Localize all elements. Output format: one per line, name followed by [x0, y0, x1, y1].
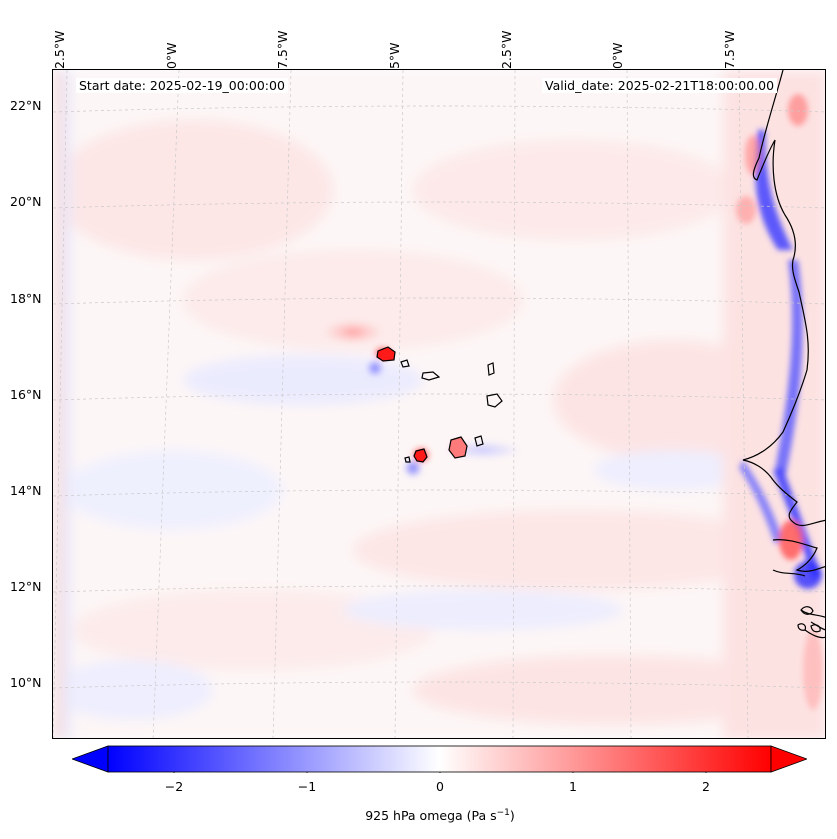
colorbar-tick-1: 1 — [569, 779, 577, 794]
colorbar-tick-neg2: −2 — [164, 779, 184, 794]
colorbar-label-superscript: −1 — [496, 808, 510, 818]
lat-label-20n: 20°N — [10, 194, 42, 209]
colorbar-label-text: 925 hPa omega (Pa s — [365, 808, 497, 824]
island-sal — [487, 362, 495, 376]
colorbar-tick-2: 2 — [702, 779, 710, 794]
background-omega-field — [53, 70, 825, 738]
omega-field-map — [53, 70, 825, 738]
island-maio — [474, 435, 484, 447]
island-fogo — [413, 448, 428, 463]
lat-label-14n: 14°N — [10, 483, 42, 498]
lat-label-12n: 12°N — [10, 579, 42, 594]
lat-label-16n: 16°N — [10, 387, 42, 402]
start-date-label: Start date: 2025-02-19_00:00:00 — [76, 78, 288, 93]
colorbar-low-extend — [72, 745, 109, 773]
lat-label-22n: 22°N — [10, 98, 42, 113]
colorbar — [72, 745, 807, 773]
island-santo-antao — [376, 346, 396, 362]
island-sao-nicolau — [421, 371, 441, 381]
island-sao-vicente — [400, 359, 410, 368]
island-bijagos-2 — [810, 624, 821, 633]
lat-label-10n: 10°N — [10, 675, 42, 690]
island-brava — [404, 456, 411, 463]
colorbar-tick-neg1: −1 — [297, 779, 317, 794]
colorbar-gradient — [107, 745, 772, 773]
colorbar-label-close: ) — [509, 808, 515, 824]
colorbar-tick-marks — [173, 772, 707, 773]
coastlines — [376, 70, 825, 639]
lat-label-18n: 18°N — [10, 291, 42, 306]
colorbar-high-extend — [770, 745, 807, 773]
island-santiago — [448, 436, 468, 459]
island-bijagos-1 — [800, 606, 814, 615]
graticule — [53, 70, 825, 738]
valid-date-label: Valid_date: 2025-02-21T18:00:00.00 — [542, 78, 778, 93]
colorbar-tick-0: 0 — [436, 779, 444, 794]
colorbar-label: 925 hPa omega (Pa s−1) — [0, 808, 837, 823]
map-panel[interactable] — [52, 69, 826, 739]
island-bijagos-3 — [797, 623, 807, 631]
island-boa-vista — [486, 393, 503, 408]
